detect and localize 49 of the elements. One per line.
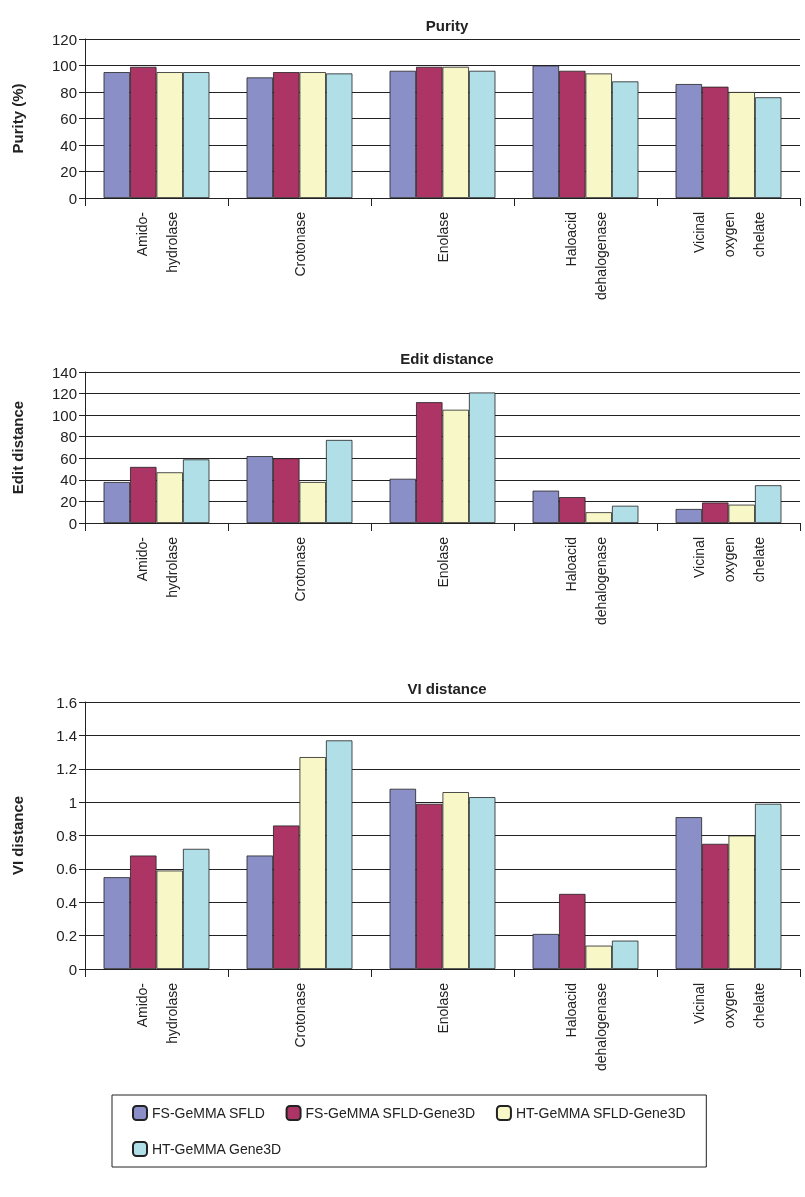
legend-label: FS-GeMMA SFLD [152,1105,265,1121]
x-tick-label: Haloacid dehalogenase [562,536,609,625]
y-tick-label: 80 [60,428,77,446]
y-tick-label: 40 [60,471,77,489]
y-tick-label: 0 [68,514,77,532]
x-tick-label: Crotonase [291,982,308,1048]
chart-title: Purity [425,17,469,34]
x-tick-label: Haloacid dehalogenase [562,982,609,1071]
x-tick-label: Amido- hydrolase [133,211,180,273]
y-tick-label: 0 [68,189,77,207]
y-tick-label: 0.2 [56,927,77,945]
chart-title: Edit distance [400,350,494,367]
y-tick-label: 1 [68,793,77,811]
legend-label: HT-GeMMA SFLD-Gene3D [515,1105,686,1121]
x-tick-label: Crotonase [291,211,308,277]
x-tick-label: Amido- hydrolase [133,982,180,1044]
chart-title: VI distance [407,680,487,697]
x-tick-label: Enolase [434,982,451,1034]
y-tick-label: 60 [60,449,77,467]
x-tick-label: Enolase [434,536,451,588]
x-tick-label: Vicinal oxygen chelate [690,211,767,258]
y-tick-label: 20 [60,163,77,180]
y-axis-title: Purity (%) [9,83,26,154]
x-tick-label: Crotonase [291,536,308,602]
x-tick-label: Vicinal oxygen chelate [690,536,767,583]
x-tick-label: Amido- hydrolase [133,536,180,598]
y-tick-label: 1.4 [56,726,77,744]
y-tick-label: 40 [60,136,77,154]
y-tick-label: 120 [51,385,77,403]
legend-label: HT-GeMMA Gene3D [152,1141,282,1157]
y-tick-label: 0 [68,960,77,978]
y-tick-label: 80 [60,83,77,101]
x-tick-label: Enolase [434,211,451,263]
y-tick-label: 20 [60,492,77,510]
y-axis-title: VI distance [9,795,26,876]
y-tick-label: 60 [60,110,77,127]
y-tick-label: 0.4 [56,893,77,911]
y-tick-label: 0.8 [56,827,77,844]
legend-label: FS-GeMMA SFLD-Gene3D [305,1105,476,1121]
y-tick-label: 120 [51,30,77,48]
y-tick-label: 1.2 [56,760,77,778]
y-tick-label: 100 [51,406,77,424]
y-axis-title: Edit distance [9,400,26,495]
y-tick-label: 140 [51,363,77,381]
y-tick-label: 0.6 [56,860,77,878]
y-tick-label: 100 [51,57,77,74]
x-tick-label: Vicinal oxygen chelate [690,982,767,1029]
x-tick-label: Haloacid dehalogenase [562,211,609,300]
y-tick-label: 1.6 [56,693,77,711]
